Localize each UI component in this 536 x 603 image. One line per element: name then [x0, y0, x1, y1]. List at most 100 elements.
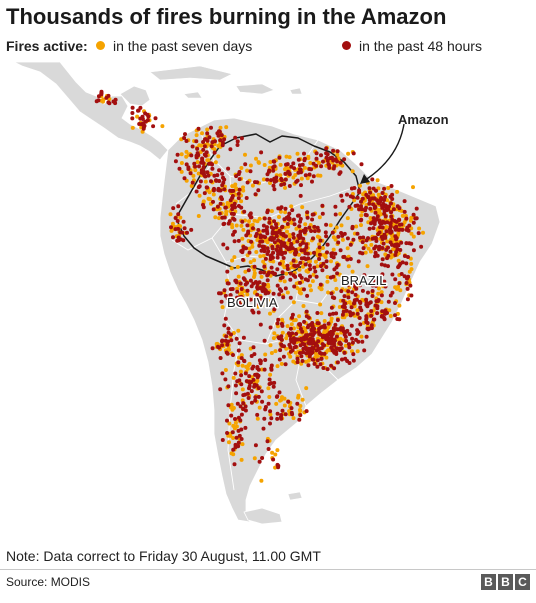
fire-dot-48-hours: [371, 226, 376, 231]
fire-dot-48-hours: [277, 357, 282, 362]
fire-dot-seven-days: [347, 300, 352, 305]
fire-dot-48-hours: [342, 294, 347, 299]
fire-dot-seven-days: [248, 260, 253, 265]
fire-dot-48-hours: [202, 191, 207, 196]
fire-dot-48-hours: [249, 400, 254, 405]
fire-dot-48-hours: [364, 205, 368, 210]
fire-dot-48-hours: [283, 177, 288, 182]
fire-dot-seven-days: [234, 223, 239, 228]
fire-dot-48-hours: [190, 144, 195, 149]
fire-dot-48-hours: [274, 225, 279, 230]
fire-dot-48-hours: [274, 175, 279, 180]
fire-dot-48-hours: [281, 256, 286, 260]
fire-dot-seven-days: [273, 452, 278, 457]
fire-dot-48-hours: [386, 264, 390, 269]
fire-dot-seven-days: [331, 247, 336, 252]
fire-dot-seven-days: [205, 158, 210, 163]
fire-dot-48-hours: [222, 187, 227, 192]
fire-dot-seven-days: [253, 290, 258, 294]
fire-dot-48-hours: [256, 310, 261, 315]
fire-dot-seven-days: [329, 259, 333, 264]
fire-dot-48-hours: [325, 367, 330, 372]
fire-dot-48-hours: [383, 195, 387, 199]
fire-dot-48-hours: [255, 292, 260, 297]
fire-dot-48-hours: [211, 199, 215, 204]
fire-dot-48-hours: [234, 391, 239, 396]
fire-dot-48-hours: [205, 170, 210, 175]
fire-dot-48-hours: [279, 182, 284, 187]
fire-dot-48-hours: [261, 228, 266, 233]
fire-dot-48-hours: [175, 238, 180, 243]
fire-dot-seven-days: [226, 346, 231, 351]
fire-dot-48-hours: [394, 236, 399, 241]
fire-dot-48-hours: [235, 289, 240, 294]
fire-dot-48-hours: [140, 117, 145, 121]
fire-dot-48-hours: [175, 219, 180, 223]
fire-dot-48-hours: [242, 209, 247, 214]
fire-dot-48-hours: [271, 183, 276, 188]
fire-dot-seven-days: [352, 198, 357, 203]
fire-dot-48-hours: [353, 203, 358, 208]
fire-dot-48-hours: [169, 225, 173, 230]
fire-dot-48-hours: [336, 234, 341, 239]
fire-dot-48-hours: [393, 253, 398, 257]
fire-dot-48-hours: [288, 245, 293, 249]
fire-dot-48-hours: [310, 179, 314, 184]
fire-dot-48-hours: [236, 348, 241, 353]
fire-dot-seven-days: [277, 215, 281, 219]
fire-dot-48-hours: [306, 363, 311, 368]
fire-dot-48-hours: [230, 194, 235, 198]
fire-dot-48-hours: [255, 285, 260, 290]
fire-dot-seven-days: [230, 407, 235, 412]
fire-dot-seven-days: [346, 151, 351, 156]
fire-dot-48-hours: [236, 204, 241, 208]
fire-dot-48-hours: [404, 241, 409, 246]
fire-dot-seven-days: [379, 300, 384, 305]
fire-dot-48-hours: [130, 116, 135, 121]
fire-dot-48-hours: [395, 317, 400, 321]
fire-dot-48-hours: [304, 245, 309, 250]
fire-dot-48-hours: [300, 329, 305, 334]
fire-dot-48-hours: [279, 205, 284, 210]
fire-dot-48-hours: [359, 162, 364, 167]
fire-dot-48-hours: [298, 351, 302, 355]
fire-dot-seven-days: [265, 240, 270, 245]
fire-dot-48-hours: [379, 196, 384, 200]
fire-dot-48-hours: [272, 380, 277, 385]
fire-dot-48-hours: [309, 328, 314, 333]
fire-dot-48-hours: [315, 364, 320, 369]
fire-dot-seven-days: [308, 283, 313, 288]
fire-dot-48-hours: [349, 186, 354, 191]
fire-dot-48-hours: [301, 350, 306, 355]
fire-dot-48-hours: [275, 255, 280, 260]
fire-dot-48-hours: [379, 262, 384, 267]
fire-dot-48-hours: [270, 244, 275, 249]
fire-dot-48-hours: [326, 321, 331, 326]
fire-dot-48-hours: [289, 164, 294, 169]
fire-dot-seven-days: [232, 255, 237, 260]
fire-dot-48-hours: [236, 196, 241, 201]
fire-dot-seven-days: [421, 230, 425, 235]
fire-dot-seven-days: [376, 192, 381, 197]
fire-dot-seven-days: [130, 125, 135, 130]
fire-dot-48-hours: [307, 225, 312, 230]
fire-dot-seven-days: [359, 213, 364, 218]
fire-dot-48-hours: [334, 311, 339, 316]
fire-dot-48-hours: [291, 232, 296, 237]
fire-dot-seven-days: [408, 218, 413, 223]
fire-dot-48-hours: [283, 206, 288, 211]
fire-dot-seven-days: [252, 456, 257, 461]
fire-dot-48-hours: [381, 219, 385, 224]
fire-dot-seven-days: [269, 209, 274, 214]
fire-dot-48-hours: [311, 346, 316, 351]
fire-dot-48-hours: [297, 224, 302, 229]
fire-dot-48-hours: [283, 412, 288, 417]
fire-dot-seven-days: [256, 304, 261, 309]
fire-dot-48-hours: [226, 384, 231, 389]
fire-dot-48-hours: [341, 298, 346, 303]
fire-dot-48-hours: [383, 235, 388, 240]
fire-dot-seven-days: [236, 274, 241, 279]
fire-dot-48-hours: [224, 334, 229, 339]
yucatan: [119, 85, 151, 107]
fire-dot-48-hours: [345, 359, 350, 363]
